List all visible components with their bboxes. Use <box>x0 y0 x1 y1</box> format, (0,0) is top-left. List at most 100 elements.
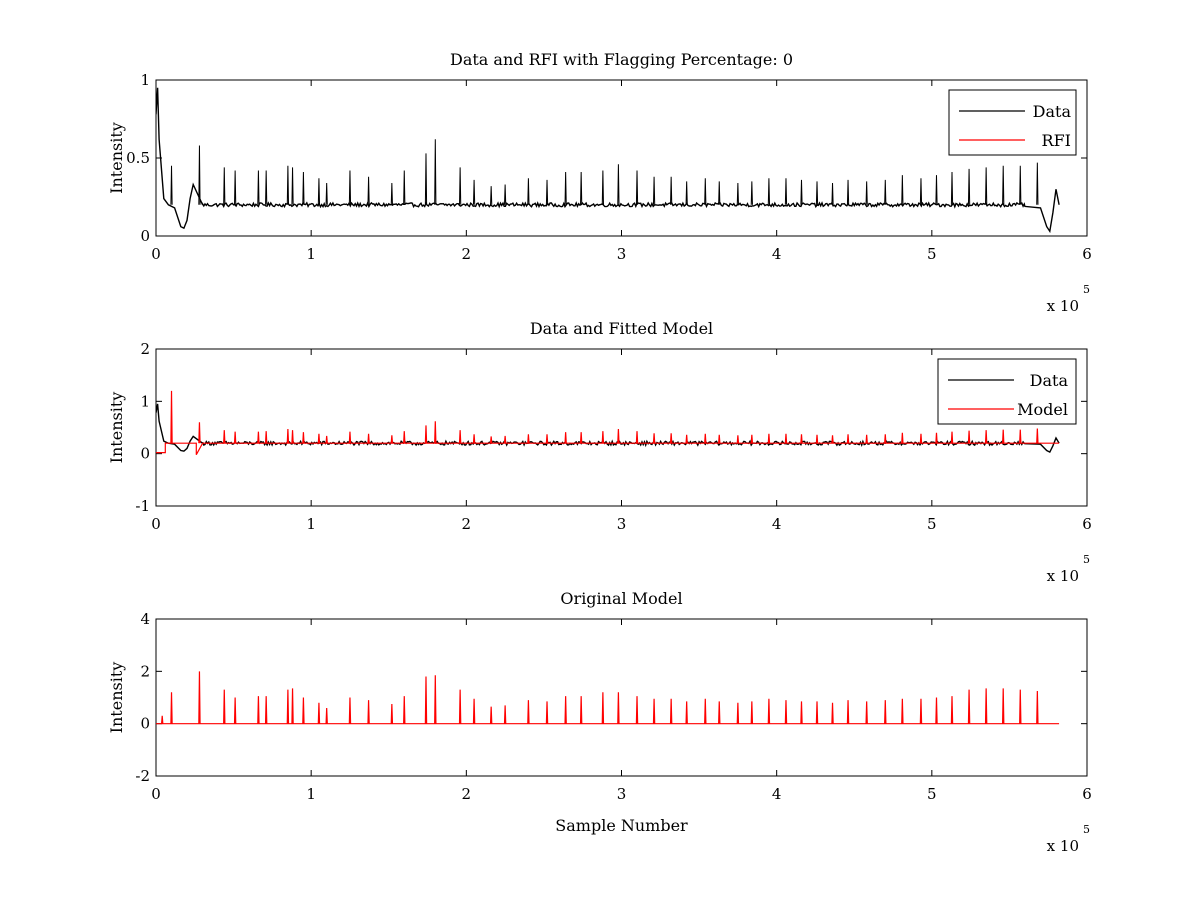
model-spike <box>901 698 904 724</box>
data-spike <box>704 178 707 205</box>
model-spike <box>901 432 904 444</box>
data-spike <box>865 181 868 205</box>
data-spike <box>265 170 268 205</box>
model-spike <box>170 692 173 724</box>
model-spike <box>472 698 476 724</box>
x-exponent-power: 5 <box>1083 823 1090 836</box>
x-tick-label: 0 <box>151 245 161 263</box>
model-spike <box>489 436 493 444</box>
model-spike <box>434 421 437 444</box>
model-spike <box>545 701 549 724</box>
data-spike <box>545 179 549 205</box>
x-tick-label: 6 <box>1082 785 1092 803</box>
y-tick-label: 2 <box>140 662 150 680</box>
x-tick-label: 1 <box>306 515 316 533</box>
model-spike <box>718 701 721 724</box>
data-spike <box>424 153 428 205</box>
data-spike <box>198 145 201 205</box>
x-tick-label: 0 <box>151 515 161 533</box>
y-tick-label: 0 <box>140 445 150 463</box>
model-spike <box>1001 429 1005 444</box>
model-spike <box>704 433 707 444</box>
model-spike <box>390 704 394 724</box>
data-spike <box>652 176 656 205</box>
data-spike <box>348 170 352 205</box>
model-spike <box>984 688 988 724</box>
data-spike <box>736 182 739 205</box>
model-spike <box>424 425 428 444</box>
data-spike <box>257 170 260 205</box>
plot-area <box>156 390 1060 455</box>
model-spike <box>527 434 530 444</box>
model-spike <box>503 705 507 724</box>
x-tick-label: 0 <box>151 785 161 803</box>
legend: Data Model <box>937 358 1077 425</box>
model-spike <box>545 434 549 444</box>
model-spike <box>198 422 201 444</box>
y-tick-label: 1 <box>140 71 150 89</box>
x-tick-label: 3 <box>617 515 627 533</box>
x-tick-label: 1 <box>306 245 316 263</box>
model-spike <box>831 435 834 444</box>
data-spike <box>403 170 406 205</box>
x-tick-label: 2 <box>462 515 472 533</box>
data-spike <box>815 181 819 205</box>
x-tick-label: 4 <box>772 785 782 803</box>
data-spike <box>434 139 437 205</box>
data-spike <box>718 181 721 205</box>
y-tick-label: 4 <box>140 610 150 628</box>
model-spike <box>784 433 788 444</box>
legend-label: Model <box>1017 400 1068 419</box>
x-tick-label: 3 <box>617 245 627 263</box>
data-spike <box>800 179 803 205</box>
y-tick-label: 0.5 <box>126 149 150 167</box>
model-spike <box>669 698 673 724</box>
data-spike <box>635 170 639 205</box>
legend-box <box>948 89 1077 156</box>
model-spike <box>257 696 260 724</box>
data-spike <box>459 167 462 205</box>
data-spike <box>919 178 923 205</box>
plot-frame <box>155 618 1088 777</box>
y-tick-label: 2 <box>140 340 150 358</box>
model-spike <box>884 434 887 444</box>
model-spike <box>865 434 868 444</box>
model-spike <box>257 431 260 444</box>
data-spike <box>985 167 988 205</box>
model-spike <box>617 692 620 724</box>
model-spike <box>800 701 803 724</box>
data-spike <box>490 186 493 205</box>
model-spike <box>233 431 237 444</box>
model-spike <box>736 702 740 724</box>
model-spike <box>503 435 507 444</box>
model-spike <box>815 434 819 444</box>
legend-label: Data <box>1033 102 1072 121</box>
model-spike <box>489 706 493 724</box>
x-exponent-base: x 10 <box>1047 297 1079 315</box>
data-spike <box>935 175 938 205</box>
model-spike <box>424 676 428 724</box>
model-spike <box>718 434 721 444</box>
data-spike <box>784 178 788 205</box>
model-spike <box>685 701 688 724</box>
data-spike <box>580 172 583 205</box>
model-spike <box>635 431 639 444</box>
model-spike <box>704 698 707 724</box>
data-spike <box>884 179 887 205</box>
data-spike <box>750 181 753 205</box>
model-spike <box>1036 690 1039 724</box>
data-spike <box>670 176 673 205</box>
model-spike <box>919 698 923 724</box>
data-spike <box>504 184 507 205</box>
data-spike <box>1002 165 1005 205</box>
model-spike <box>815 701 819 724</box>
data-spike <box>234 170 237 205</box>
model-spike <box>846 434 850 444</box>
model-spike <box>325 435 328 444</box>
x-tick-label: 5 <box>927 785 937 803</box>
model-spike <box>635 696 639 724</box>
data-spike <box>1036 162 1039 205</box>
model-spike <box>223 689 226 724</box>
